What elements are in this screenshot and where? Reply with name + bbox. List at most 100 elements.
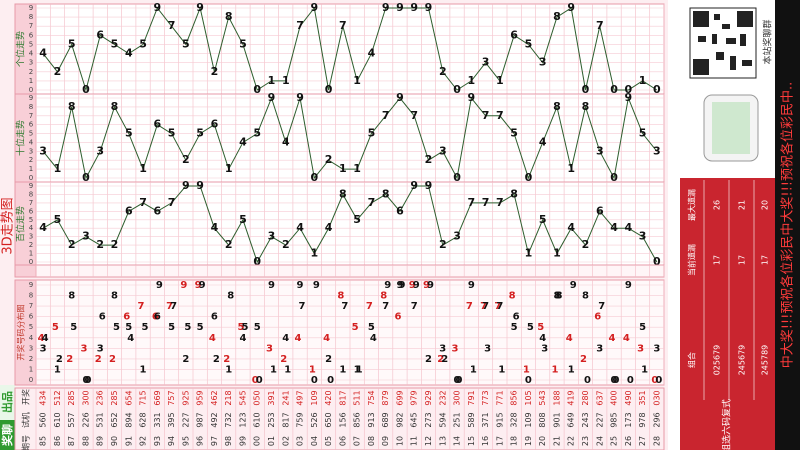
brand-badge — [0, 420, 15, 450]
distribution-digit: 0 — [651, 375, 658, 386]
distribution-digit: 5 — [237, 322, 244, 333]
point-label: 2 — [111, 238, 119, 251]
distribution-digit: 9 — [625, 280, 632, 291]
period: 26 — [624, 436, 633, 446]
distribution-digit: 9 — [297, 280, 304, 291]
point-label: 5 — [239, 37, 247, 50]
test-number: 610 — [53, 412, 62, 427]
distribution-digit: 4 — [209, 333, 216, 344]
distribution-digit: 5 — [125, 322, 132, 333]
open-number: 236 — [96, 390, 105, 405]
open-number: 105 — [524, 390, 533, 405]
y-tick-label: 5 — [29, 216, 33, 224]
y-tick-label: 0 — [29, 174, 33, 182]
distribution-digit: 8 — [380, 291, 387, 302]
distribution-digit: 4 — [282, 333, 289, 344]
distribution-digit: 7 — [480, 301, 487, 312]
distribution-digit: 1 — [339, 364, 346, 375]
point-label: 4 — [39, 47, 47, 60]
point-label: 5 — [353, 213, 361, 226]
y-tick-label: 3 — [29, 147, 33, 155]
point-label: 7 — [296, 19, 304, 32]
distribution-digit: 5 — [142, 322, 149, 333]
column-header: 开奖 — [21, 389, 31, 405]
distribution-digit: 2 — [213, 354, 220, 365]
period: 90 — [110, 436, 119, 446]
period: 25 — [610, 436, 619, 446]
test-number: 156 — [338, 412, 347, 427]
distribution-digit: 4 — [295, 333, 302, 344]
point-label: 7 — [467, 196, 475, 209]
brand-suffix: 出品 — [0, 391, 14, 413]
open-number: 497 — [296, 390, 305, 405]
distribution-digit: 4 — [42, 333, 49, 344]
point-label: 3 — [39, 144, 47, 157]
y-tick-label: 6 — [29, 313, 34, 321]
stats-cell: 025679 — [713, 345, 722, 376]
trend-line — [42, 185, 658, 264]
y-tick-label: 8 — [29, 190, 33, 198]
distribution-digit: 0 — [655, 375, 662, 386]
stats-panel — [680, 178, 775, 450]
point-label: 5 — [253, 127, 261, 140]
point-label: 1 — [225, 162, 233, 175]
period: 09 — [381, 436, 390, 446]
test-number: 610 — [253, 412, 262, 427]
period: 11 — [410, 436, 419, 446]
distribution-digit: 5 — [70, 322, 77, 333]
y-tick-label: 5 — [29, 323, 33, 331]
distribution-digit: 8 — [111, 291, 118, 302]
point-label: 9 — [396, 91, 404, 104]
stats-header: 当前遗漏 — [687, 244, 697, 276]
distribution-digit: 0 — [613, 375, 620, 386]
test-number: 649 — [567, 412, 576, 427]
distribution-digit: 7 — [466, 301, 473, 312]
open-number: 188 — [552, 390, 561, 405]
test-number: 243 — [581, 412, 590, 427]
distribution-digit: 6 — [152, 312, 159, 323]
distribution-digit: 0 — [252, 375, 259, 386]
distribution-digit: 8 — [553, 291, 560, 302]
open-number: 699 — [395, 390, 404, 405]
point-label: 9 — [310, 1, 318, 14]
test-number: 531 — [96, 412, 105, 427]
distribution-digit: 7 — [496, 301, 503, 312]
test-number: 652 — [110, 412, 119, 427]
stats-cell: 245679 — [738, 345, 747, 376]
period: 13 — [438, 436, 447, 446]
open-number: 512 — [53, 390, 62, 405]
ticker: 中大奖!!!预祝各位彩民中大奖!!!预祝各位彩民中.. — [780, 82, 796, 369]
distribution-digit: 9 — [570, 280, 577, 291]
y-tick-label: 9 — [29, 94, 33, 102]
test-number: 985 — [610, 412, 619, 427]
point-label: 5 — [182, 37, 190, 50]
point-label: 0 — [624, 83, 632, 96]
point-label: 7 — [482, 109, 490, 122]
open-number: 511 — [353, 390, 362, 405]
distribution-digit: 8 — [337, 291, 344, 302]
point-label: 9 — [196, 179, 204, 192]
point-label: 6 — [211, 118, 219, 131]
open-number: 300 — [81, 390, 90, 405]
point-label: 5 — [639, 127, 647, 140]
y-tick-label: 4 — [29, 334, 34, 342]
test-number: 913 — [367, 412, 376, 427]
distribution-digit: 0 — [256, 375, 263, 386]
open-number: 285 — [110, 390, 119, 405]
test-number: 557 — [67, 412, 76, 427]
point-label: 0 — [325, 83, 333, 96]
open-number: 879 — [381, 390, 390, 405]
test-number: 594 — [438, 412, 447, 427]
distribution-digit: 0 — [611, 375, 618, 386]
y-tick-label: 0 — [29, 86, 33, 94]
point-label: 2 — [439, 65, 447, 78]
y-tick-label: 2 — [29, 355, 33, 363]
distribution-digit: 7 — [138, 301, 145, 312]
distribution-digit: 2 — [56, 354, 63, 365]
distribution-digit: 3 — [596, 343, 603, 354]
point-label: 1 — [268, 74, 276, 87]
open-number: 490 — [624, 390, 633, 405]
period: 08 — [367, 436, 376, 446]
distribution-digit: 5 — [197, 322, 204, 333]
distribution-digit: 5 — [527, 322, 534, 333]
